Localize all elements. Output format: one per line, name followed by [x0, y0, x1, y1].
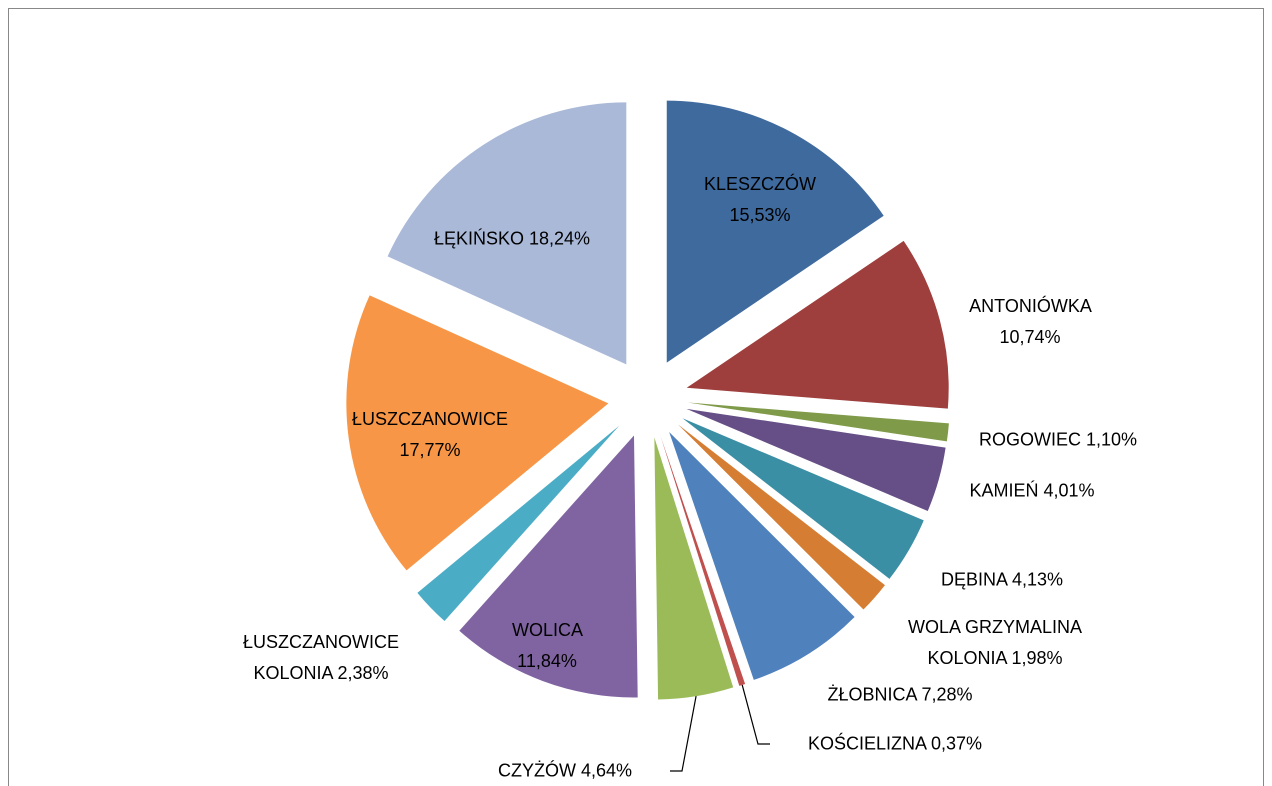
value-label: 4,13% [1012, 569, 1064, 590]
data-label: KAMIEŃ 4,01% [917, 476, 1147, 507]
leader-line [670, 696, 697, 772]
category-label: KLESZCZÓW [703, 174, 816, 194]
data-label: WOLA GRZYMALINA KOLONIA 1,98% [875, 612, 1115, 674]
value-label: 4,64% [580, 760, 633, 781]
chart-border [8, 8, 1264, 786]
data-label: ANTONIÓWKA 10,74% [955, 291, 1105, 353]
category-label: WOLICA [511, 620, 582, 640]
value-label: 15,53% [729, 205, 791, 225]
data-label: ŁUSZCZANOWICE 17,77% [340, 404, 520, 466]
data-label: ŁĘKIŃSKO 18,24% [397, 224, 627, 255]
pie-slice [682, 418, 924, 579]
pie-slice [687, 402, 949, 442]
value-label: 0,37% [931, 733, 983, 754]
pie-slice [686, 240, 949, 409]
value-label: 1,98% [1011, 648, 1063, 668]
data-label: KLESZCZÓW 15,53% [685, 169, 835, 231]
value-label: 18,24% [529, 228, 591, 249]
value-label: 17,77% [399, 440, 461, 460]
value-label: 1,10% [1085, 429, 1138, 450]
category-label: CZYŻÓW [497, 760, 576, 781]
value-label: 2,38% [337, 663, 389, 683]
value-label: 10,74% [999, 327, 1061, 347]
data-label: KOŚCIELIZNA 0,37% [765, 729, 1025, 760]
data-label: ŁUSZCZANOWICE KOLONIA 2,38% [221, 627, 421, 689]
data-label: WOLICA 11,84% [487, 615, 607, 677]
pie-slice [387, 102, 627, 365]
pie-slice [417, 425, 620, 622]
value-label: 4,01% [1043, 480, 1095, 501]
data-label: ROGOWIEC 1,10% [943, 425, 1173, 456]
category-label: KAMIEŃ [969, 480, 1039, 501]
data-label: DĘBINA 4,13% [902, 565, 1102, 596]
category-label: ROGOWIEC [978, 429, 1081, 450]
pie-slice [654, 437, 734, 700]
category-label: DĘBINA [940, 569, 1007, 590]
category-label: ŻŁOBNICA [827, 684, 917, 705]
value-label: 7,28% [921, 684, 973, 705]
category-label: WOLA GRZYMALINA KOLONIA [907, 617, 1083, 668]
leader-line [741, 684, 770, 745]
pie-slice [669, 431, 855, 680]
data-label: ŻŁOBNICA 7,28% [790, 680, 1010, 711]
data-label: CZYŻÓW 4,64% [465, 756, 665, 786]
pie-slice [686, 408, 946, 512]
category-label: KOŚCIELIZNA [807, 733, 926, 754]
pie-slice [678, 424, 885, 610]
category-label: ŁUSZCZANOWICE [351, 409, 508, 429]
category-label: ŁUSZCZANOWICE KOLONIA [242, 632, 399, 683]
pie-slice [346, 295, 609, 571]
pie-slice [666, 100, 884, 363]
value-label: 11,84% [517, 651, 577, 671]
category-label: ANTONIÓWKA [969, 296, 1091, 316]
category-label: ŁĘKIŃSKO [433, 228, 524, 249]
pie-slice [660, 436, 746, 686]
pie-slice [459, 435, 638, 698]
